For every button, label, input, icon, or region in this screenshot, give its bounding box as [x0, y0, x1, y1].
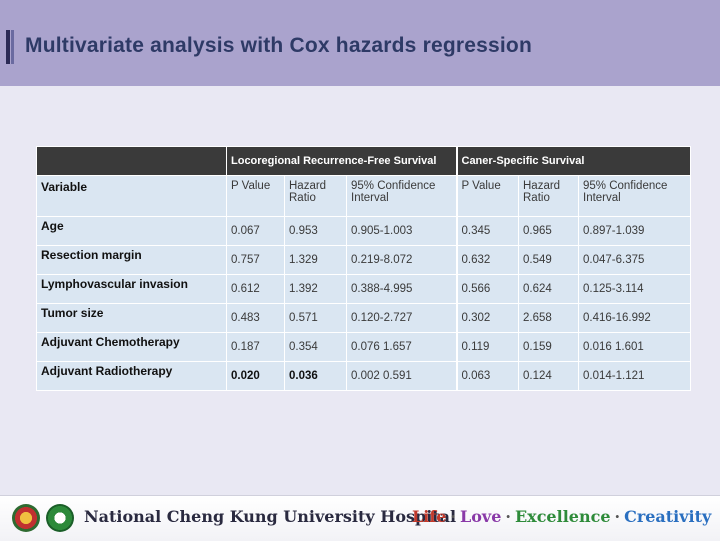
header-accent-bar — [6, 30, 10, 64]
cell-css-p: 0.566 — [455, 274, 519, 304]
motto-creativity: Creativity — [624, 507, 712, 526]
table-row: Resection margin 0.757 1.329 0.219-8.072… — [36, 245, 692, 275]
cell-lrfs-p: 0.187 — [226, 332, 285, 362]
motto-separator: · — [614, 507, 621, 526]
cell-lrfs-ci: 0.002 0.591 — [346, 361, 457, 391]
row-variable: Age — [36, 216, 227, 246]
cell-lrfs-ci: 0.120-2.727 — [346, 303, 457, 333]
cell-lrfs-hr: 0.571 — [284, 303, 347, 333]
cell-css-hr: 0.965 — [518, 216, 579, 246]
group-header-lrfs: Locoregional Recurrence-Free Survival — [226, 146, 457, 176]
cell-css-hr: 0.124 — [518, 361, 579, 391]
table-row: Age 0.067 0.953 0.905-1.003 0.345 0.965 … — [36, 216, 692, 246]
cell-css-hr: 0.624 — [518, 274, 579, 304]
cell-css-p: 0.632 — [455, 245, 519, 275]
variable-header: Variable — [36, 175, 227, 217]
university-emblem-icon — [46, 504, 74, 532]
cell-css-ci: 0.016 1.601 — [577, 332, 692, 362]
group-header-css: Caner-Specific Survival — [455, 146, 692, 176]
cell-css-hr: 0.159 — [518, 332, 579, 362]
slide-title: Multivariate analysis with Cox hazards r… — [25, 34, 532, 57]
cell-lrfs-ci: 0.905-1.003 — [346, 216, 457, 246]
cell-css-ci: 0.047-6.375 — [577, 245, 692, 275]
hospital-name: National Cheng Kung University Hospital — [84, 507, 457, 526]
hospital-emblem-icon — [12, 504, 40, 532]
cell-css-p: 0.345 — [455, 216, 519, 246]
table-group-header-row: Locoregional Recurrence-Free Survival Ca… — [36, 146, 692, 176]
row-variable: Tumor size — [36, 303, 227, 333]
subheader-lrfs-hr: Hazard Ratio — [284, 175, 347, 217]
slide-header: Multivariate analysis with Cox hazards r… — [0, 0, 720, 86]
subheader-lrfs-p: P Value — [226, 175, 285, 217]
cell-lrfs-ci: 0.076 1.657 — [346, 332, 457, 362]
hospital-motto: Life · Love · Excellence · Creativity — [412, 507, 711, 526]
row-variable: Resection margin — [36, 245, 227, 275]
cell-lrfs-p: 0.757 — [226, 245, 285, 275]
cell-lrfs-p: 0.612 — [226, 274, 285, 304]
cell-css-p: 0.119 — [455, 332, 519, 362]
cell-lrfs-hr: 1.329 — [284, 245, 347, 275]
cell-css-hr: 2.658 — [518, 303, 579, 333]
slide-footer: National Cheng Kung University Hospital … — [0, 495, 720, 541]
motto-separator: · — [450, 507, 456, 526]
cox-regression-table: Locoregional Recurrence-Free Survival Ca… — [36, 146, 692, 391]
table-subheader-row: Variable P Value Hazard Ratio 95% Confid… — [36, 175, 692, 217]
cell-lrfs-hr: 0.953 — [284, 216, 347, 246]
header-accent-bar-light — [11, 30, 14, 64]
table-row: Lymphovascular invasion 0.612 1.392 0.38… — [36, 274, 692, 304]
cell-lrfs-ci: 0.219-8.072 — [346, 245, 457, 275]
results-table-container: Locoregional Recurrence-Free Survival Ca… — [36, 146, 692, 391]
cell-css-hr: 0.549 — [518, 245, 579, 275]
cell-lrfs-hr: 0.354 — [284, 332, 347, 362]
cell-lrfs-hr: 0.036 — [284, 361, 347, 391]
cell-css-ci: 0.897-1.039 — [577, 216, 692, 246]
row-variable: Adjuvant Chemotherapy — [36, 332, 227, 362]
cell-css-p: 0.063 — [455, 361, 519, 391]
motto-excellence: Excellence — [514, 507, 611, 526]
cell-lrfs-p: 0.483 — [226, 303, 285, 333]
table-row: Tumor size 0.483 0.571 0.120-2.727 0.302… — [36, 303, 692, 333]
table-row: Adjuvant Chemotherapy 0.187 0.354 0.076 … — [36, 332, 692, 362]
subheader-css-hr: Hazard Ratio — [518, 175, 579, 217]
row-variable: Adjuvant Radiotherapy — [36, 361, 227, 391]
subheader-lrfs-ci: 95% Confidence Interval — [346, 175, 457, 217]
motto-love: Love — [459, 507, 502, 526]
cell-lrfs-ci: 0.388-4.995 — [346, 274, 457, 304]
table-row: Adjuvant Radiotherapy 0.020 0.036 0.002 … — [36, 361, 692, 391]
cell-css-ci: 0.014-1.121 — [577, 361, 692, 391]
cell-css-ci: 0.125-3.114 — [577, 274, 692, 304]
motto-separator: · — [505, 507, 511, 526]
cell-lrfs-p: 0.067 — [226, 216, 285, 246]
motto-life: Life — [412, 507, 447, 526]
subheader-css-p: P Value — [455, 175, 519, 217]
cell-css-ci: 0.416-16.992 — [577, 303, 692, 333]
row-variable: Lymphovascular invasion — [36, 274, 227, 304]
subheader-css-ci: 95% Confidence Interval — [577, 175, 692, 217]
cell-lrfs-hr: 1.392 — [284, 274, 347, 304]
cell-css-p: 0.302 — [455, 303, 519, 333]
table-corner-cell — [36, 146, 227, 176]
cell-lrfs-p: 0.020 — [226, 361, 285, 391]
